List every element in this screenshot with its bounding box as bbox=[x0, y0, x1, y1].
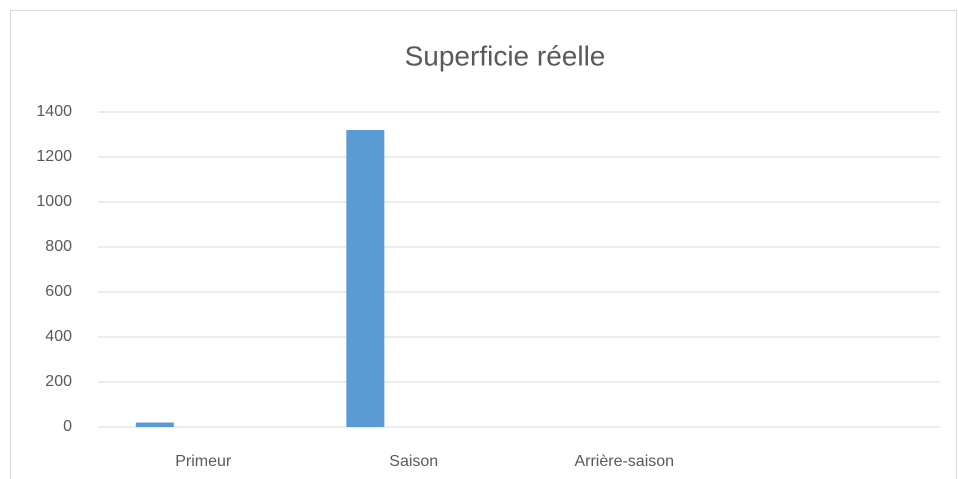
y-tick-label: 1000 bbox=[36, 193, 72, 210]
y-tick-label: 1200 bbox=[36, 148, 72, 165]
x-tick-label: Saison bbox=[389, 453, 438, 470]
x-tick-label: Primeur bbox=[175, 453, 232, 470]
x-tick-label: Arrière-saison bbox=[574, 453, 674, 470]
bar bbox=[346, 130, 385, 427]
y-tick-label: 0 bbox=[63, 418, 72, 435]
bar bbox=[135, 422, 174, 427]
y-tick-label: 200 bbox=[45, 373, 72, 390]
y-tick-label: 1400 bbox=[36, 103, 72, 120]
y-tick-label: 400 bbox=[45, 328, 72, 345]
y-tick-label: 600 bbox=[45, 283, 72, 300]
chart-title: Superficie réelle bbox=[405, 40, 606, 71]
chart-frame bbox=[10, 10, 957, 479]
y-tick-label: 800 bbox=[45, 238, 72, 255]
